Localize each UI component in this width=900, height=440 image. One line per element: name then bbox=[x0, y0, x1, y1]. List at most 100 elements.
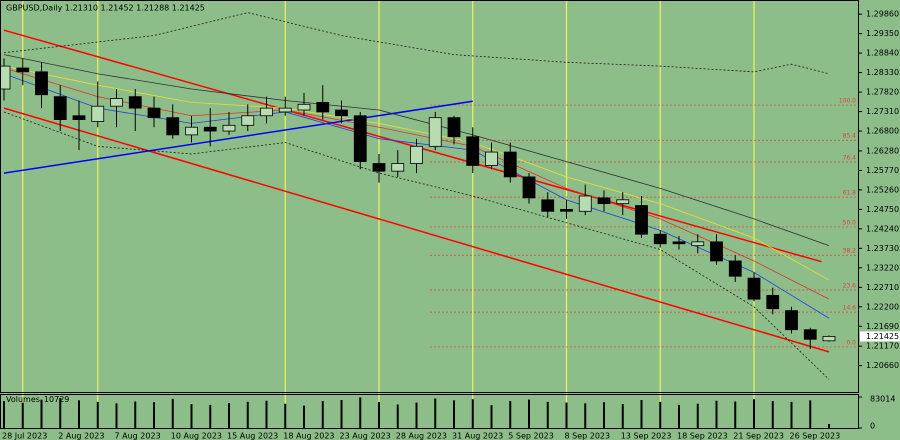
candle-body bbox=[541, 199, 555, 212]
fib-label: 100.0 bbox=[839, 98, 856, 105]
y-tick-label: 1.23730 bbox=[866, 244, 899, 253]
y-tick-label: 1.28840 bbox=[866, 49, 899, 58]
candle-body bbox=[222, 124, 236, 132]
y-tick-label: 1.26800 bbox=[866, 127, 899, 136]
x-tick-label: 28 Aug 2023 bbox=[396, 432, 447, 440]
y-tick-label: 1.26280 bbox=[866, 146, 899, 155]
candle-body bbox=[522, 176, 536, 199]
candle-body bbox=[447, 117, 461, 138]
candle-body bbox=[91, 105, 105, 122]
candle-body bbox=[503, 151, 517, 178]
candle-body bbox=[372, 163, 386, 172]
candle-body bbox=[335, 109, 348, 117]
volume-last-value: 10729 bbox=[44, 395, 69, 404]
candle-body bbox=[203, 126, 217, 132]
candle-body bbox=[241, 115, 255, 126]
overlay-line bbox=[3, 107, 830, 353]
volume-title: Volumes 10729 bbox=[6, 395, 69, 404]
y-tick-label: 1.20660 bbox=[866, 361, 899, 370]
x-tick-label: 21 Sep 2023 bbox=[733, 432, 784, 440]
y-tick-label: 1.27820 bbox=[866, 88, 899, 97]
y-tick-label: 1.23220 bbox=[866, 263, 899, 272]
candle-body bbox=[185, 126, 198, 136]
x-tick-label: 2 Aug 2023 bbox=[58, 432, 104, 440]
y-tick-label: 1.27310 bbox=[866, 107, 899, 116]
candle-body bbox=[410, 145, 423, 164]
candle-body bbox=[297, 103, 311, 111]
candle-body bbox=[560, 208, 573, 212]
candle-body bbox=[672, 241, 686, 245]
volume-title-text: Volumes bbox=[6, 395, 40, 404]
candle-body bbox=[16, 67, 30, 73]
overlay-line bbox=[3, 100, 473, 174]
candle-body bbox=[0, 65, 11, 90]
x-tick-label: 15 Aug 2023 bbox=[227, 432, 278, 440]
last-price-box bbox=[860, 331, 900, 342]
fib-label: 38.2 bbox=[843, 248, 857, 255]
candle-body bbox=[728, 260, 742, 277]
overlay-line bbox=[3, 12, 830, 75]
candle-body bbox=[803, 329, 817, 340]
candle-body bbox=[166, 117, 180, 136]
volume-tick-label: 0 bbox=[870, 422, 875, 431]
overlay-line bbox=[3, 73, 830, 319]
candle-body bbox=[635, 205, 648, 235]
plot-frame bbox=[0, 0, 859, 393]
candle-body bbox=[72, 115, 86, 120]
candle-body bbox=[110, 98, 123, 107]
candle-body bbox=[578, 195, 592, 212]
x-tick-label: 7 Aug 2023 bbox=[115, 432, 161, 440]
plot-layer: 100.0 85.4 76.4 61.8 50.0 38.2 23.6 14.6 0.0 bbox=[0, 1, 858, 428]
fib-label: 0.0 bbox=[846, 339, 856, 346]
overlay-line bbox=[3, 111, 830, 380]
fib-label: 85.4 bbox=[843, 133, 857, 140]
candle-body bbox=[616, 199, 630, 205]
x-tick-label: 31 Aug 2023 bbox=[452, 432, 503, 440]
y-tick-label: 1.29350 bbox=[866, 29, 899, 38]
candle-body bbox=[128, 96, 142, 109]
fib-label: 61.8 bbox=[843, 190, 857, 197]
fib-label: 76.4 bbox=[843, 154, 857, 161]
y-tick-label: 1.21170 bbox=[866, 342, 899, 351]
fib-label: 23.6 bbox=[843, 282, 857, 289]
candle-body bbox=[597, 197, 611, 205]
candle-body bbox=[391, 163, 405, 172]
chart-title: GBPUSD,Daily 1.21310 1.21452 1.21288 1.2… bbox=[6, 4, 205, 13]
overlay-line bbox=[3, 67, 830, 300]
overlay-line bbox=[3, 54, 830, 247]
y-tick-label: 1.22200 bbox=[866, 302, 899, 311]
candle-body bbox=[653, 233, 667, 245]
candle-body bbox=[466, 136, 480, 166]
candle-body bbox=[428, 117, 442, 147]
candle-body bbox=[260, 107, 273, 117]
candle-body bbox=[278, 107, 292, 113]
x-tick-label: 28 Jul 2023 bbox=[2, 432, 47, 440]
x-tick-label: 18 Sep 2023 bbox=[677, 432, 728, 440]
y-tick-label: 1.28330 bbox=[866, 68, 899, 77]
x-tick-label: 13 Sep 2023 bbox=[621, 432, 672, 440]
volume-tick-label: 83014 bbox=[870, 395, 895, 404]
overlay-line bbox=[3, 65, 830, 281]
y-tick-label: 1.21690 bbox=[866, 322, 899, 331]
y-tick-label: 1.24750 bbox=[866, 205, 899, 214]
fib-label: 50.0 bbox=[843, 219, 857, 226]
candle-body bbox=[353, 115, 367, 163]
x-tick-label: 8 Sep 2023 bbox=[565, 432, 611, 440]
candle-body bbox=[747, 277, 761, 300]
y-tick-label: 1.29860 bbox=[866, 10, 899, 19]
y-tick-label: 1.24240 bbox=[866, 224, 899, 233]
x-tick-label: 5 Sep 2023 bbox=[508, 432, 554, 440]
y-tick-label: 1.25770 bbox=[866, 166, 899, 175]
candle-body bbox=[316, 101, 330, 113]
candle-body bbox=[710, 241, 723, 262]
x-tick-label: 10 Aug 2023 bbox=[171, 432, 222, 440]
candle-body bbox=[53, 96, 67, 120]
x-tick-label: 23 Aug 2023 bbox=[340, 432, 391, 440]
candle-body bbox=[147, 107, 161, 119]
x-tick-label: 18 Aug 2023 bbox=[283, 432, 334, 440]
fib-label: 14.6 bbox=[843, 305, 857, 312]
candle-body bbox=[691, 241, 705, 247]
candle-body bbox=[822, 336, 836, 342]
